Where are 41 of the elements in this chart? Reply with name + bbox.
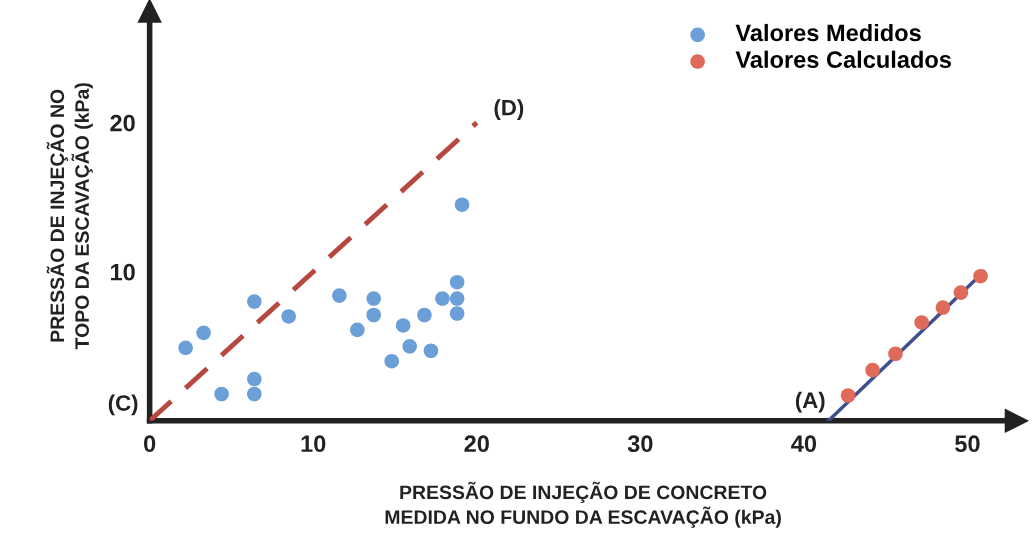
point (350, 322, 365, 338)
point (247, 386, 262, 402)
point (366, 307, 381, 323)
point (953, 285, 969, 300)
x-tick-label: 50 (955, 435, 980, 453)
point (840, 388, 856, 403)
point (423, 343, 439, 359)
point (435, 291, 450, 306)
point (214, 386, 229, 402)
x-tick-label: 40 (791, 435, 817, 453)
annotation: (A) (795, 391, 825, 413)
x-tick-label: 20 (464, 435, 489, 453)
x-axis-title: PRESSÃO DE INJEÇÃO DE CONCRETO MEDIDA NO FUNDO DA ESCAVAÇÃO (kPa) (385, 481, 781, 528)
x-tick-label: 10 (301, 435, 326, 453)
point (935, 300, 951, 315)
x-tick-label: 0 (144, 435, 156, 453)
y-axis-title: PRESSÃO DE INJEÇÃO NO TOPO DA ESCAVAÇÃO (kPa) (46, 83, 93, 350)
point (395, 318, 411, 333)
point (449, 306, 465, 321)
annotation: (C) (108, 394, 138, 416)
point (366, 291, 381, 306)
point (417, 307, 432, 323)
point (865, 362, 880, 378)
legend-label: Valores Medidos (735, 23, 921, 42)
point (973, 268, 988, 284)
point (449, 291, 465, 306)
annotation: (D) (494, 99, 524, 120)
point (449, 274, 465, 290)
point (332, 288, 347, 303)
point (888, 346, 903, 362)
point (914, 315, 929, 330)
legend-label: Valores Calculados (735, 50, 951, 68)
point (281, 309, 296, 324)
point (247, 371, 262, 387)
point (402, 339, 417, 354)
x-tick-label: 30 (627, 435, 653, 453)
point (454, 197, 470, 212)
point (384, 353, 399, 369)
point (178, 340, 193, 356)
point (196, 325, 211, 341)
point (247, 294, 262, 309)
